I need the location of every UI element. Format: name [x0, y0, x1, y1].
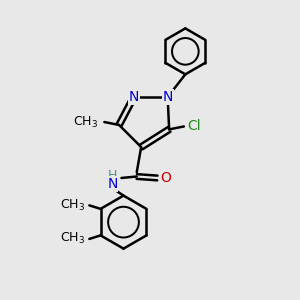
- Text: Cl: Cl: [187, 119, 200, 134]
- Text: H: H: [108, 169, 117, 182]
- Text: CH$_3$: CH$_3$: [60, 198, 85, 213]
- Text: CH$_3$: CH$_3$: [60, 231, 85, 247]
- Text: N: N: [129, 90, 139, 104]
- Text: N: N: [163, 90, 173, 104]
- Text: CH$_3$: CH$_3$: [73, 115, 98, 130]
- Text: N: N: [107, 177, 118, 191]
- Text: O: O: [160, 171, 171, 185]
